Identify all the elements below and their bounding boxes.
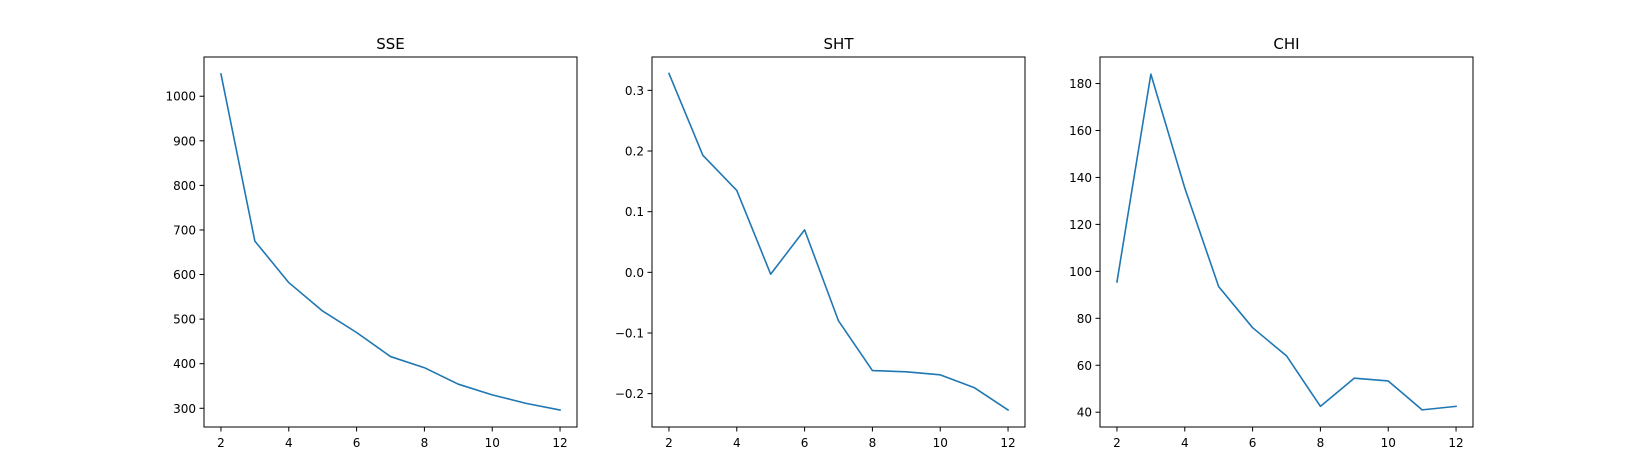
subplot-chi-title: CHI xyxy=(1273,35,1299,53)
sse-ytick-label-1: 400 xyxy=(173,357,196,371)
chi-ytick-label-4: 120 xyxy=(1069,218,1092,232)
chi-ytick-label-3: 100 xyxy=(1069,265,1092,279)
sht-xtick-label-0: 2 xyxy=(665,436,673,450)
sht-xtick-label-3: 8 xyxy=(869,436,877,450)
sht-ytick-label-1: −0.1 xyxy=(615,326,644,340)
subplot-chi-frame xyxy=(1099,56,1474,428)
sse-xtick-label-0: 2 xyxy=(217,436,225,450)
subplot-sse-frame xyxy=(203,56,578,428)
chi-ytick-label-5: 140 xyxy=(1069,171,1092,185)
chi-ytick-label-0: 40 xyxy=(1077,406,1092,420)
subplot-sse: SSE 2 4 6 8 10 12 300 400 500 600 700 800 900 1000 xyxy=(165,35,578,450)
chi-ytick-label-1: 60 xyxy=(1077,359,1092,373)
chi-series-line xyxy=(1116,73,1457,411)
subplot-sht: SHT 2 4 6 8 10 12 −0.2 −0.1 0.0 0.1 0.2 0.3 xyxy=(615,35,1026,450)
chi-ytick-label-6: 160 xyxy=(1069,124,1092,138)
chi-xtick-label-3: 8 xyxy=(1317,436,1325,450)
sht-ytick-label-5: 0.3 xyxy=(625,84,644,98)
subplot-chi-content: 2 4 6 8 10 12 40 60 80 100 120 140 160 180 xyxy=(1069,73,1464,450)
chi-xtick-label-2: 6 xyxy=(1249,436,1257,450)
sse-xtick-label-5: 12 xyxy=(552,436,567,450)
sse-ytick-label-5: 800 xyxy=(173,179,196,193)
subplot-sht-frame xyxy=(651,56,1026,428)
sse-series-line xyxy=(220,72,561,411)
chi-ytick-label-7: 180 xyxy=(1069,77,1092,91)
subplot-sse-title: SSE xyxy=(376,35,405,53)
sse-ytick-label-6: 900 xyxy=(173,134,196,148)
sse-ytick-label-4: 700 xyxy=(173,223,196,237)
sse-ytick-label-0: 300 xyxy=(173,402,196,416)
sht-xtick-label-4: 10 xyxy=(933,436,948,450)
sht-xtick-label-2: 6 xyxy=(801,436,809,450)
subplot-sht-content: 2 4 6 8 10 12 −0.2 −0.1 0.0 0.1 0.2 0.3 xyxy=(615,72,1016,450)
sht-ytick-label-4: 0.2 xyxy=(625,145,644,159)
sht-xtick-label-1: 4 xyxy=(733,436,741,450)
subplot-sse-content: 2 4 6 8 10 12 300 400 500 600 700 800 900 1000 xyxy=(165,72,568,450)
chi-xtick-label-5: 12 xyxy=(1448,436,1463,450)
sht-ytick-label-3: 0.1 xyxy=(625,205,644,219)
sse-xtick-label-1: 4 xyxy=(285,436,293,450)
subplot-sht-title: SHT xyxy=(824,35,855,53)
chi-ytick-label-2: 80 xyxy=(1077,312,1092,326)
sse-ytick-label-2: 500 xyxy=(173,313,196,327)
sse-ytick-label-7: 1000 xyxy=(165,90,196,104)
subplot-chi: CHI 2 4 6 8 10 12 40 60 80 100 120 140 160 180 xyxy=(1069,35,1474,450)
sse-xtick-label-4: 10 xyxy=(485,436,500,450)
chi-xtick-label-0: 2 xyxy=(1113,436,1121,450)
sse-ytick-label-3: 600 xyxy=(173,268,196,282)
chi-xtick-label-1: 4 xyxy=(1181,436,1189,450)
chi-xtick-label-4: 10 xyxy=(1381,436,1396,450)
sht-series-line xyxy=(667,72,1010,412)
sht-ytick-label-0: −0.2 xyxy=(615,387,644,401)
sse-xtick-label-2: 6 xyxy=(353,436,361,450)
sse-xtick-label-3: 8 xyxy=(421,436,429,450)
sht-xtick-label-5: 12 xyxy=(1000,436,1015,450)
sht-ytick-label-2: 0.0 xyxy=(625,266,644,280)
